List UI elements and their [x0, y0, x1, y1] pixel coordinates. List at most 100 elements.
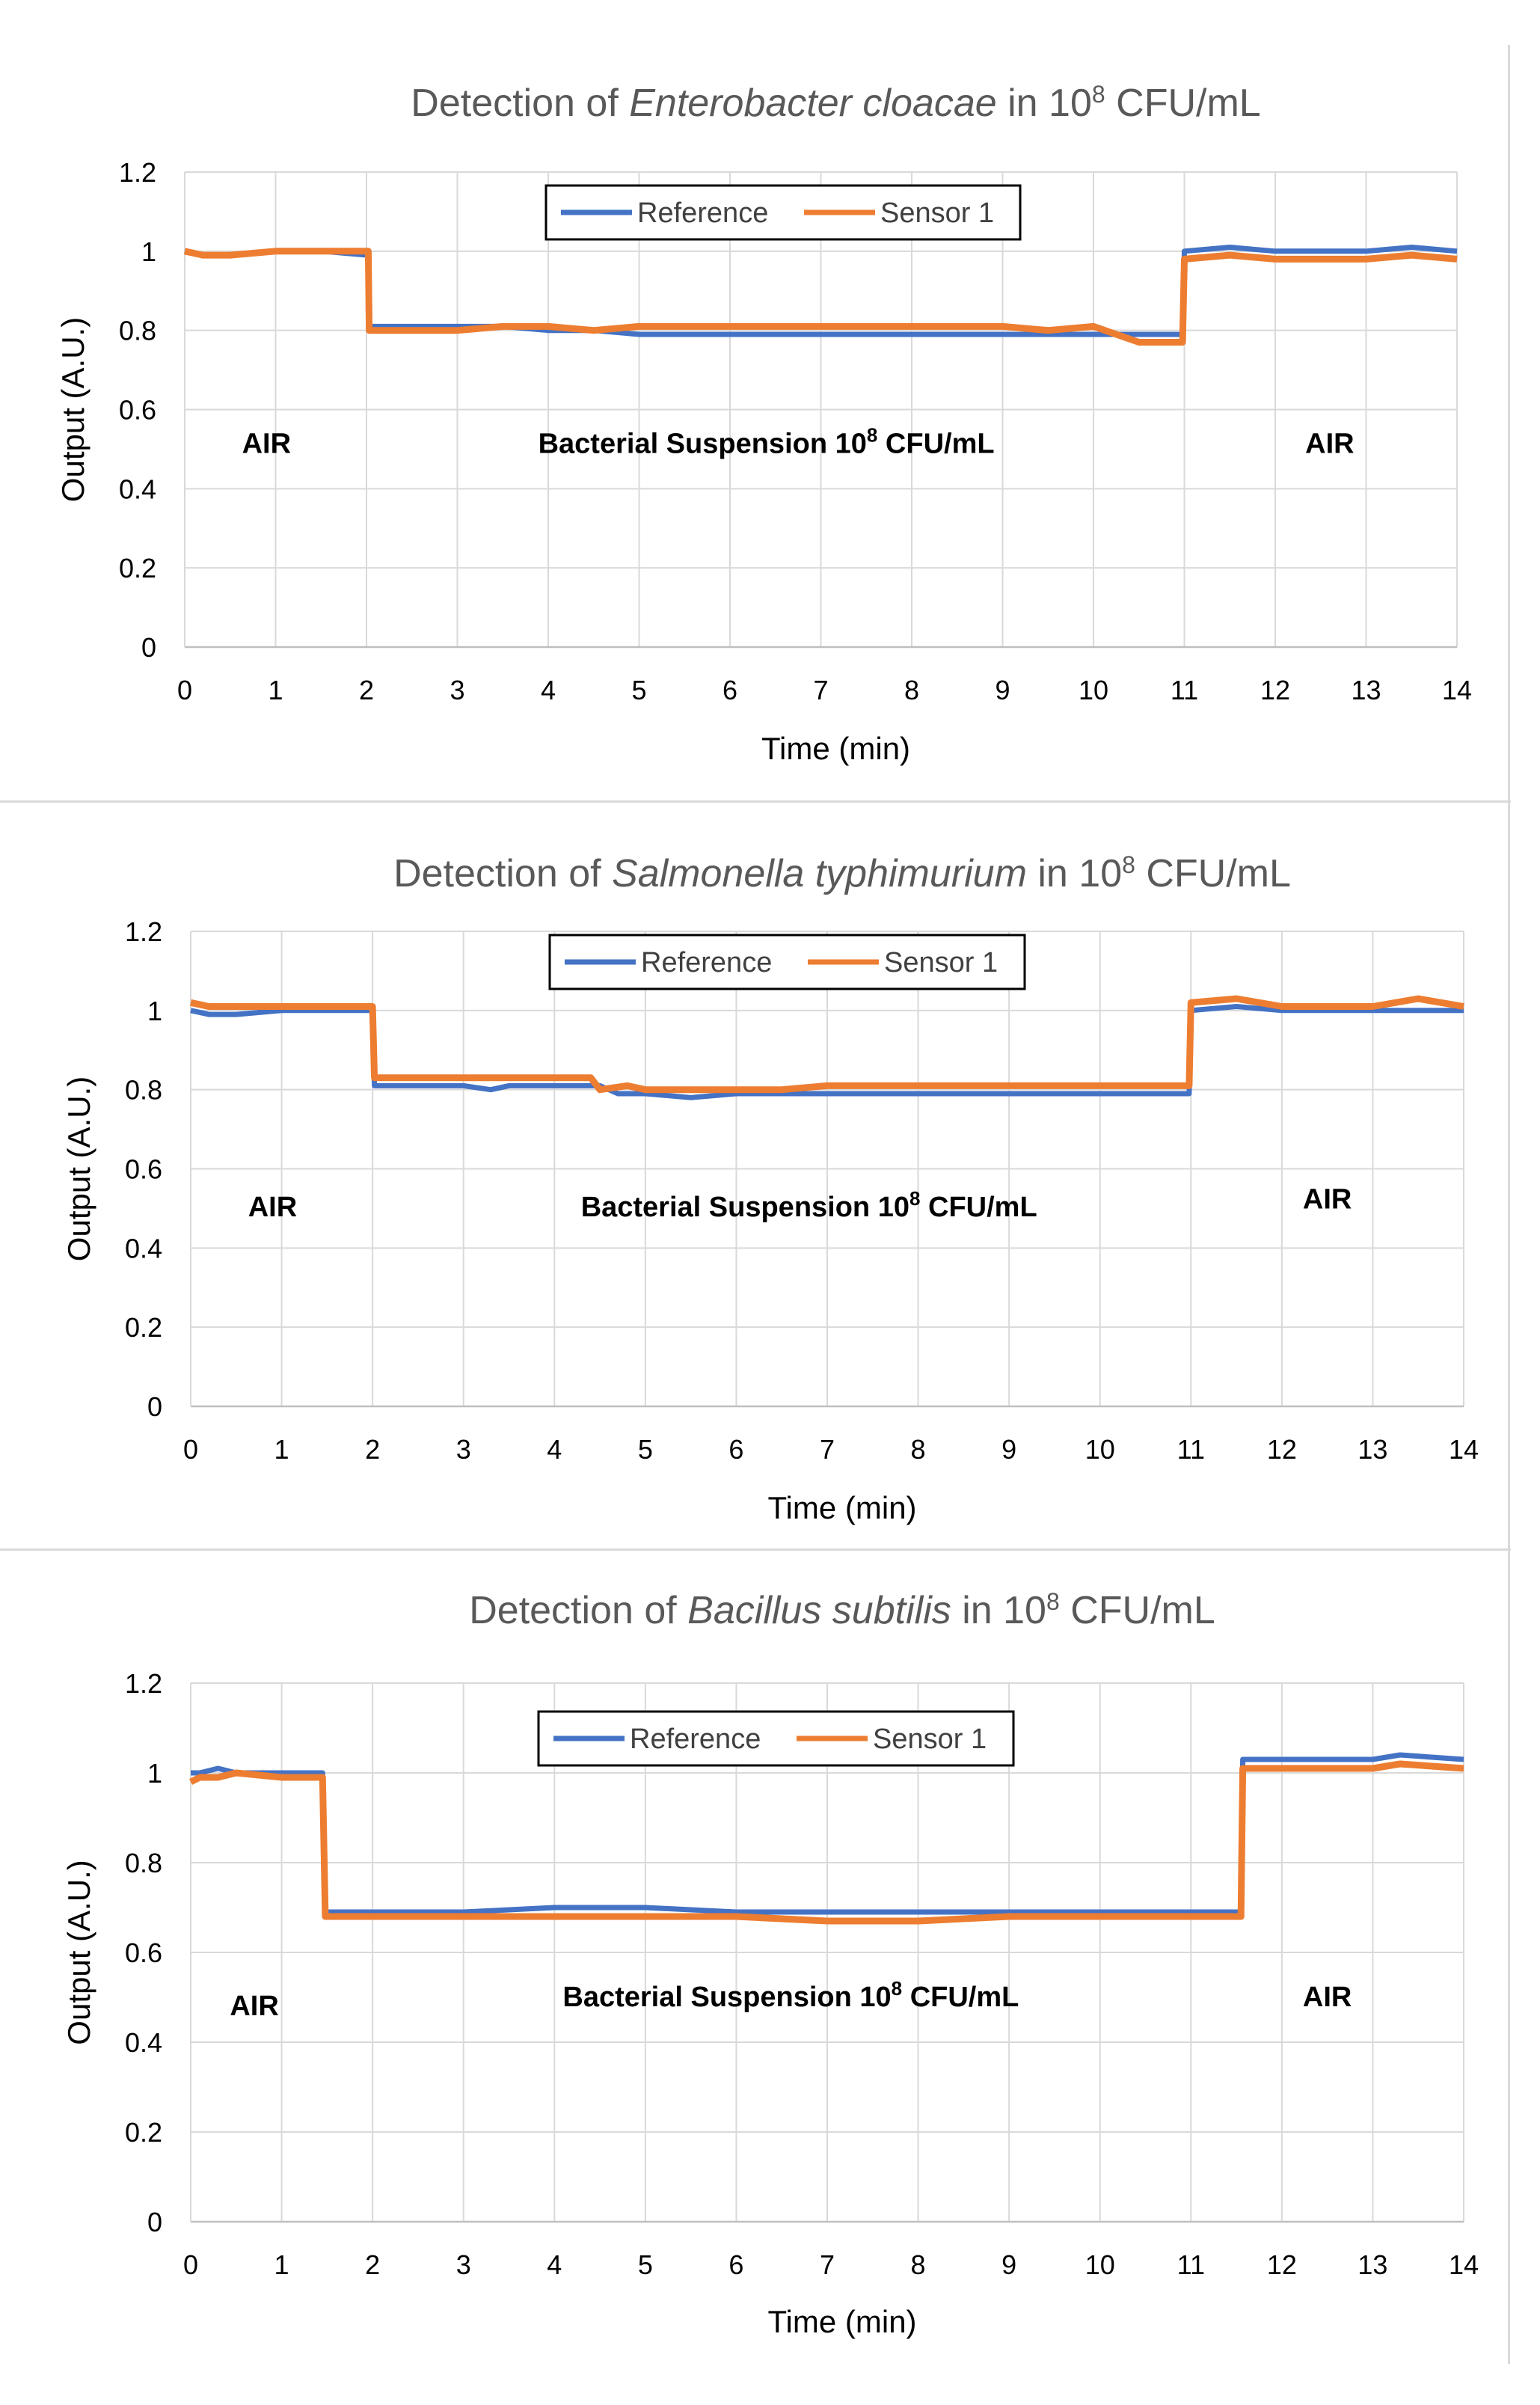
chart3-y-tick-label: 1.2: [125, 1668, 162, 1699]
chart1-y-tick-label: 0.6: [119, 395, 156, 426]
chart2-y-tick-label: 0.4: [125, 1233, 162, 1263]
chart3-title-exp: 8: [1046, 1588, 1060, 1615]
chart3-annotation-exp: 8: [892, 1977, 902, 2000]
right-border-line: [1508, 45, 1510, 2364]
chart1-y-tick-label: 0.4: [119, 474, 156, 504]
chart3-y-axis-label: Output (A.U.): [61, 1860, 96, 2044]
panel-separator-2: [0, 1548, 1511, 1551]
chart2-x-tick-label: 4: [547, 1434, 562, 1465]
chart3-x-tick-label: 3: [456, 2249, 471, 2280]
chart1-y-tick-label: 0.2: [119, 553, 156, 583]
chart3-annotation-base: Bacterial Suspension 10: [562, 1982, 891, 2013]
chart3-y-tick-label: 0.6: [125, 1937, 162, 1968]
chart1-annotation-suffix: CFU/mL: [877, 429, 994, 460]
chart3-x-tick-label: 8: [911, 2249, 926, 2280]
chart1-x-tick-label: 8: [904, 675, 919, 705]
chart3-legend-label-reference: Reference: [630, 1724, 761, 1755]
chart2-x-tick-label: 14: [1449, 1434, 1479, 1465]
chart2-y-tick-label: 1: [147, 996, 162, 1026]
chart2-y-tick-label: 0.2: [125, 1312, 162, 1343]
chart2-x-tick-label: 9: [1001, 1434, 1016, 1465]
chart1-x-tick-label: 10: [1079, 675, 1108, 705]
chart1-x-tick-label: 9: [995, 675, 1010, 705]
chart2-x-tick-label: 12: [1267, 1434, 1297, 1465]
chart3-title-mid: in 10: [951, 1589, 1046, 1632]
chart3-x-tick-label: 4: [547, 2249, 562, 2280]
chart3-annotation-suffix: CFU/mL: [902, 1982, 1019, 2013]
chart1-x-tick-label: 1: [268, 675, 283, 705]
chart1-annotation-base: Bacterial Suspension 10: [539, 429, 867, 460]
chart3-x-tick-label: 5: [638, 2249, 653, 2280]
chart3-title-organism: Bacillus subtilis: [687, 1589, 951, 1632]
chart2-group: Detection of Salmonella typhimurium in 1…: [61, 851, 1479, 1525]
chart2-annotation-2: Bacterial Suspension 108 CFU/mL: [581, 1187, 1037, 1223]
chart2-x-tick-label: 2: [365, 1434, 380, 1465]
chart3-x-tick-label: 0: [183, 2249, 198, 2280]
chart1-x-tick-label: 2: [359, 675, 374, 705]
chart3-y-tick-label: 0.8: [125, 1848, 162, 1878]
chart1-annotation-3: AIR: [1305, 429, 1354, 460]
chart2-annotation-suffix: CFU/mL: [920, 1192, 1037, 1223]
chart3-y-tick-label: 0.2: [125, 2117, 162, 2148]
chart2-x-tick-label: 10: [1085, 1434, 1115, 1465]
chart1-title-prefix: Detection of: [411, 82, 629, 125]
chart1-y-tick-label: 1: [141, 236, 156, 267]
chart1-x-tick-label: 14: [1442, 675, 1472, 705]
chart2-y-axis-label: Output (A.U.): [61, 1076, 96, 1261]
chart1-legend-label-reference: Reference: [637, 197, 768, 229]
chart3-x-tick-label: 2: [365, 2249, 380, 2280]
chart2-annotation-base: Bacterial Suspension 10: [581, 1192, 909, 1223]
chart2-title-suffix: CFU/mL: [1135, 852, 1291, 895]
chart1-title-mid: in 10: [997, 82, 1092, 125]
chart1-title-organism: Enterobacter cloacae: [629, 82, 996, 125]
chart3-annotation-3: AIR: [1303, 1982, 1352, 2013]
chart1-y-axis-label: Output (A.U.): [55, 317, 91, 502]
chart1-x-tick-label: 11: [1171, 675, 1198, 705]
panel-separator-1: [0, 800, 1511, 803]
chart3-x-tick-label: 1: [274, 2249, 289, 2280]
chart3-title-suffix: CFU/mL: [1060, 1589, 1215, 1632]
chart2-x-tick-label: 3: [456, 1434, 471, 1465]
chart2-x-tick-label: 0: [183, 1434, 198, 1465]
chart1-x-tick-label: 4: [541, 675, 556, 705]
chart1-y-tick-label: 0.8: [119, 316, 156, 346]
chart1-x-tick-label: 7: [813, 675, 828, 705]
chart3-title-prefix: Detection of: [469, 1589, 687, 1632]
chart1-legend-label-sensor-1: Sensor 1: [880, 197, 994, 229]
chart3-legend-label-sensor-1: Sensor 1: [873, 1724, 987, 1755]
chart1-x-tick-label: 13: [1351, 675, 1381, 705]
chart1-annotation-2: Bacterial Suspension 108 CFU/mL: [539, 424, 995, 460]
chart1-y-tick-label: 1.2: [119, 157, 156, 188]
chart1-title: Detection of Enterobacter cloacae in 108…: [411, 81, 1260, 125]
chart3-y-tick-label: 0: [147, 2207, 162, 2237]
chart2-legend-label-reference: Reference: [641, 947, 772, 978]
chart2-annotation-3: AIR: [1303, 1183, 1352, 1215]
chart2-x-tick-label: 6: [728, 1434, 743, 1465]
chart3-x-tick-label: 11: [1177, 2249, 1205, 2280]
chart3-x-axis-label: Time (min): [767, 2304, 916, 2339]
chart2-annotation-exp: 8: [909, 1187, 920, 1210]
chart3-x-tick-label: 6: [728, 2249, 743, 2280]
chart3-x-tick-label: 9: [1001, 2249, 1016, 2280]
chart1-x-tick-label: 5: [631, 675, 646, 705]
chart1-title-suffix: CFU/mL: [1105, 82, 1261, 125]
chart1-annotation-exp: 8: [867, 424, 877, 447]
chart3-group: Detection of Bacillus subtilis in 108 CF…: [61, 1588, 1479, 2339]
chart2-x-tick-label: 7: [820, 1434, 835, 1465]
chart2-x-tick-label: 11: [1177, 1434, 1205, 1465]
chart3-title: Detection of Bacillus subtilis in 108 CF…: [469, 1588, 1215, 1632]
chart2-legend-label-sensor-1: Sensor 1: [884, 947, 998, 978]
chart2-x-tick-label: 5: [638, 1434, 653, 1465]
chart2-series-sensor-1-line: [190, 995, 1464, 1094]
chart1-x-tick-label: 0: [177, 675, 192, 705]
chart2-x-tick-label: 1: [274, 1434, 289, 1465]
chart2-title-prefix: Detection of: [393, 852, 612, 895]
chart3-annotation-1: AIR: [230, 1991, 278, 2022]
chart2-title-organism: Salmonella typhimurium: [612, 852, 1027, 895]
chart3-y-tick-label: 0.4: [125, 2027, 162, 2058]
chart3-annotation-2: Bacterial Suspension 108 CFU/mL: [562, 1977, 1019, 2013]
chart3-y-tick-label: 1: [147, 1758, 162, 1789]
chart3-x-tick-label: 13: [1358, 2249, 1387, 2280]
chart2-title: Detection of Salmonella typhimurium in 1…: [393, 851, 1291, 895]
